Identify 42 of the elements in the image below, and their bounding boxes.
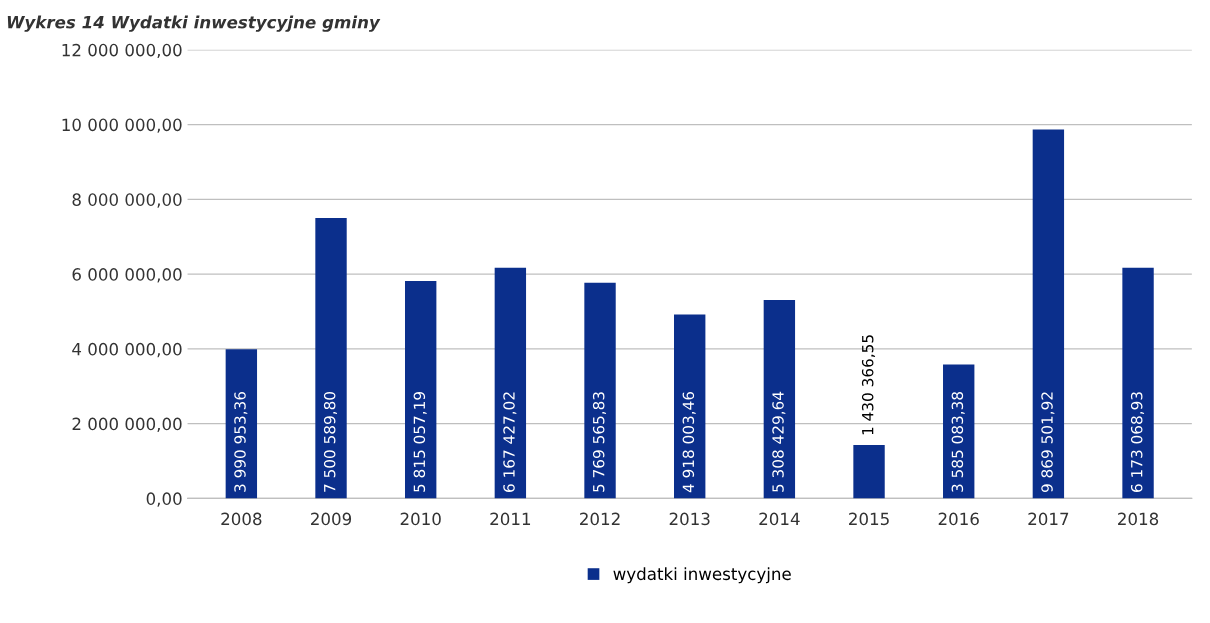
x-tick-label: 2011 bbox=[490, 512, 531, 526]
y-tick-label: 4 000 000,00 bbox=[72, 342, 182, 358]
bar bbox=[225, 349, 258, 499]
text: 6 173 068,93 bbox=[1130, 392, 1145, 492]
legend-label: wydatki inwestycyjne bbox=[613, 567, 791, 584]
bar bbox=[763, 299, 796, 499]
bar bbox=[853, 444, 885, 499]
chart-title: Wykres 14 Wydatki inwestycyjne gminy bbox=[7, 15, 381, 32]
bar bbox=[315, 218, 347, 499]
x-tick-label: 2013 bbox=[669, 512, 710, 526]
bar bbox=[674, 314, 706, 499]
bar bbox=[1032, 129, 1065, 499]
x-tick-label: 2009 bbox=[311, 512, 352, 526]
text: 5 815 057,19 bbox=[413, 392, 427, 492]
bar bbox=[1122, 267, 1154, 499]
text: 5 308 429,64 bbox=[772, 391, 786, 492]
x-tick-label: 2016 bbox=[938, 512, 979, 526]
y-tick-label: 8 000 000,00 bbox=[72, 193, 182, 208]
text: 9 869 501,92 bbox=[1041, 392, 1055, 493]
text: 3 990 953,36 bbox=[234, 391, 248, 492]
text: 3 585 083,38 bbox=[951, 392, 965, 492]
bar bbox=[405, 281, 437, 499]
text: 4 918 003,46 bbox=[682, 391, 696, 493]
y-tick-label: 12 000 000,00 bbox=[62, 43, 182, 59]
y-tick-label: 2 000 000,00 bbox=[72, 417, 182, 432]
y-tick-label: 6 000 000,00 bbox=[72, 268, 182, 283]
bar bbox=[943, 364, 975, 499]
y-tick-label: 0,00 bbox=[146, 492, 182, 507]
x-tick-label: 2015 bbox=[849, 512, 889, 526]
text: 5 769 565,83 bbox=[592, 392, 607, 492]
text: 7 500 589,80 bbox=[323, 391, 338, 492]
bar bbox=[494, 267, 527, 499]
text: 6 167 427,02 bbox=[503, 392, 517, 492]
x-tick-label: 2012 bbox=[580, 512, 620, 526]
x-tick-label: 2017 bbox=[1028, 512, 1069, 526]
x-tick-label: 2008 bbox=[221, 512, 262, 526]
text: 1 430 366,55 bbox=[861, 335, 876, 435]
x-tick-label: 2018 bbox=[1118, 512, 1159, 526]
bar bbox=[584, 282, 616, 499]
y-tick-label: 10 000 000,00 bbox=[62, 118, 182, 133]
x-tick-label: 2014 bbox=[759, 512, 800, 526]
x-tick-label: 2010 bbox=[400, 512, 441, 526]
